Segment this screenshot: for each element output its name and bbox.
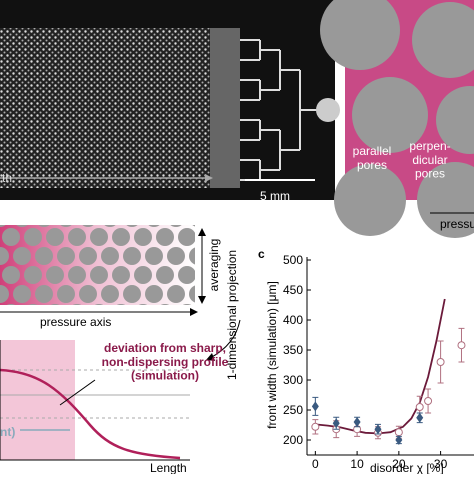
data-point xyxy=(353,417,361,427)
deviation-label: deviation from sharp, non-dispersing prof… xyxy=(102,341,229,383)
x-axis-label: disorder χ [%] xyxy=(370,461,444,474)
micrograph: th 5 mm xyxy=(0,0,340,203)
y-tick-label: 300 xyxy=(283,373,303,387)
projection-label: 1-dimensional projection xyxy=(225,250,239,380)
data-point xyxy=(311,422,320,431)
parallel-label: parallel pores xyxy=(353,144,392,172)
data-point xyxy=(415,403,424,411)
panel-label: c xyxy=(258,247,265,261)
pore-array: pressure axis averaging 1-dimensional pr… xyxy=(0,225,241,380)
data-point xyxy=(424,397,433,405)
profile-plot: nt) deviation from sharp, non-dispersing … xyxy=(0,340,229,475)
x-tick-label: 10 xyxy=(350,457,364,471)
data-point xyxy=(436,358,445,366)
data-point xyxy=(457,341,466,350)
data-point xyxy=(395,435,403,445)
nt-label: nt) xyxy=(0,425,15,439)
length-label: th xyxy=(2,171,12,185)
data-point xyxy=(374,424,382,435)
x-tick-label: 20 xyxy=(392,457,406,471)
length-axis-label: Length xyxy=(150,461,187,474)
x-tick-label: 0 xyxy=(312,457,319,471)
scale-bar: 5 mm xyxy=(260,189,290,203)
x-tick-label: 30 xyxy=(434,457,448,471)
pressure-label: pressure xyxy=(440,217,474,231)
y-tick-label: 500 xyxy=(283,253,303,267)
data-point xyxy=(416,412,424,423)
y-tick-label: 250 xyxy=(283,403,303,417)
averaging-label: averaging xyxy=(207,239,221,292)
y-tick-label: 200 xyxy=(283,433,303,447)
y-tick-label: 350 xyxy=(283,343,303,357)
y-tick-label: 400 xyxy=(283,313,303,327)
pressure-axis-label: pressure axis xyxy=(40,315,111,329)
data-point xyxy=(311,401,319,412)
data-point xyxy=(394,428,403,437)
y-tick-label: 450 xyxy=(283,283,303,297)
y-axis-label: front width (simulation) [μm] xyxy=(265,281,279,429)
pore-closeup: parallel pores perpen-dicular pores pressu… xyxy=(320,0,474,238)
perpendicular-label: perpen-dicular pores xyxy=(409,139,450,181)
simulation-curve xyxy=(315,298,446,435)
data-point xyxy=(332,418,340,429)
chart-c: c front width (simulation) [μm] disorder… xyxy=(258,247,474,475)
